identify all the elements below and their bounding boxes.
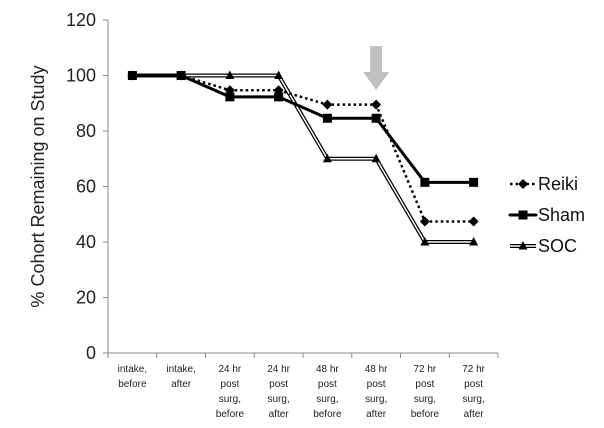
x-tick-label-line: before	[216, 409, 245, 420]
x-tick-label: intake, before	[118, 364, 147, 390]
legend-label: SOC	[538, 236, 577, 256]
x-tick-label-line: post	[415, 379, 434, 390]
triangle-point	[274, 70, 284, 79]
triangle-point	[469, 237, 479, 246]
diamond-point	[518, 179, 528, 189]
legend-label: Reiki	[538, 174, 578, 194]
x-tick-label-line: surg,	[219, 394, 241, 405]
series-line	[132, 74, 474, 223]
square-point	[518, 210, 528, 220]
y-ticks: 0 20 40 60 80 100 120	[66, 10, 108, 363]
legend: Reiki Sham SOC	[508, 174, 585, 256]
legend-item-soc: SOC	[510, 236, 577, 256]
x-tick-label-line: surg,	[316, 394, 338, 405]
x-tick-label-line: post	[318, 379, 337, 390]
x-tick-label-line: after	[171, 379, 192, 390]
square-point	[225, 92, 235, 102]
square-point	[176, 71, 186, 80]
y-tick-label: 40	[76, 232, 96, 252]
x-tick-label-line: intake,	[166, 364, 195, 375]
x-tick-label-line: surg,	[365, 394, 387, 405]
triangle-point	[225, 70, 235, 79]
series-sham	[127, 71, 479, 187]
triangle-point	[322, 153, 332, 163]
diamond-point	[322, 99, 333, 110]
series-line	[132, 74, 474, 184]
x-tick-label: 24 hr post surg, after	[267, 364, 290, 420]
square-point	[420, 177, 430, 187]
x-tick-label-line: 24 hr	[218, 364, 241, 375]
legend-item-reiki: Reiki	[510, 174, 578, 194]
x-tick-label-line: 72 hr	[413, 364, 436, 375]
series-reiki	[127, 70, 479, 227]
x-tick-label-line: after	[269, 409, 290, 420]
y-tick-label: 20	[76, 288, 96, 308]
axes: 0 20 40 60 80 100 120 intake, before intake, afte…	[66, 10, 499, 420]
x-tick-label-line: 72 hr	[462, 364, 485, 375]
legend-label: Sham	[538, 205, 585, 225]
x-tick-label: 24 hr post surg, before	[216, 364, 245, 420]
legend-item-sham: Sham	[508, 205, 585, 225]
diamond-point	[468, 216, 479, 227]
y-tick-label: 0	[86, 343, 96, 363]
square-point	[469, 177, 479, 187]
x-tick-label-line: surg,	[268, 394, 290, 405]
x-tick-label: intake, after	[166, 364, 195, 390]
x-tick-label-line: 48 hr	[365, 364, 388, 375]
x-tick-label-line: before	[411, 409, 440, 420]
x-tick-label-line: post	[269, 379, 288, 390]
y-tick-label: 120	[66, 10, 96, 30]
square-point	[274, 92, 284, 102]
x-ticks: intake, before intake, after 24 hr post surg, b…	[107, 353, 499, 420]
triangle-point	[371, 153, 381, 163]
x-tick-label-line: after	[464, 409, 485, 420]
x-tick-label-line: post	[367, 379, 386, 390]
y-tick-label: 60	[76, 177, 96, 197]
x-tick-label-line: intake,	[118, 364, 147, 375]
y-axis-label: % Cohort Remaining on Study	[28, 65, 48, 307]
y-tick-label: 100	[66, 66, 96, 86]
x-tick-label-line: post	[464, 379, 483, 390]
diamond-point	[371, 99, 382, 110]
x-tick-label-line: 48 hr	[316, 364, 339, 375]
x-tick-label-line: before	[118, 379, 147, 390]
series-layer	[127, 70, 479, 246]
x-tick-label-line: after	[366, 409, 387, 420]
triangle-point	[518, 241, 528, 250]
square-point	[322, 113, 332, 123]
annotation-layer	[363, 46, 390, 90]
square-point	[127, 71, 137, 80]
square-point	[371, 113, 381, 123]
x-tick-label: 48 hr post surg, after	[365, 364, 388, 420]
x-tick-label-line: surg,	[414, 394, 436, 405]
x-tick-label: 72 hr post surg, after	[462, 364, 485, 420]
diamond-point	[419, 216, 430, 227]
x-tick-label: 48 hr post surg, before	[313, 364, 342, 420]
x-tick-label-line: 24 hr	[267, 364, 290, 375]
triangle-point	[420, 237, 430, 246]
x-tick-label-line: surg,	[463, 394, 485, 405]
x-tick-label-line: post	[220, 379, 239, 390]
highlight-arrow	[363, 46, 390, 90]
x-tick-label-line: before	[313, 409, 342, 420]
x-tick-label: 72 hr post surg, before	[411, 364, 440, 420]
y-tick-label: 80	[76, 121, 96, 141]
